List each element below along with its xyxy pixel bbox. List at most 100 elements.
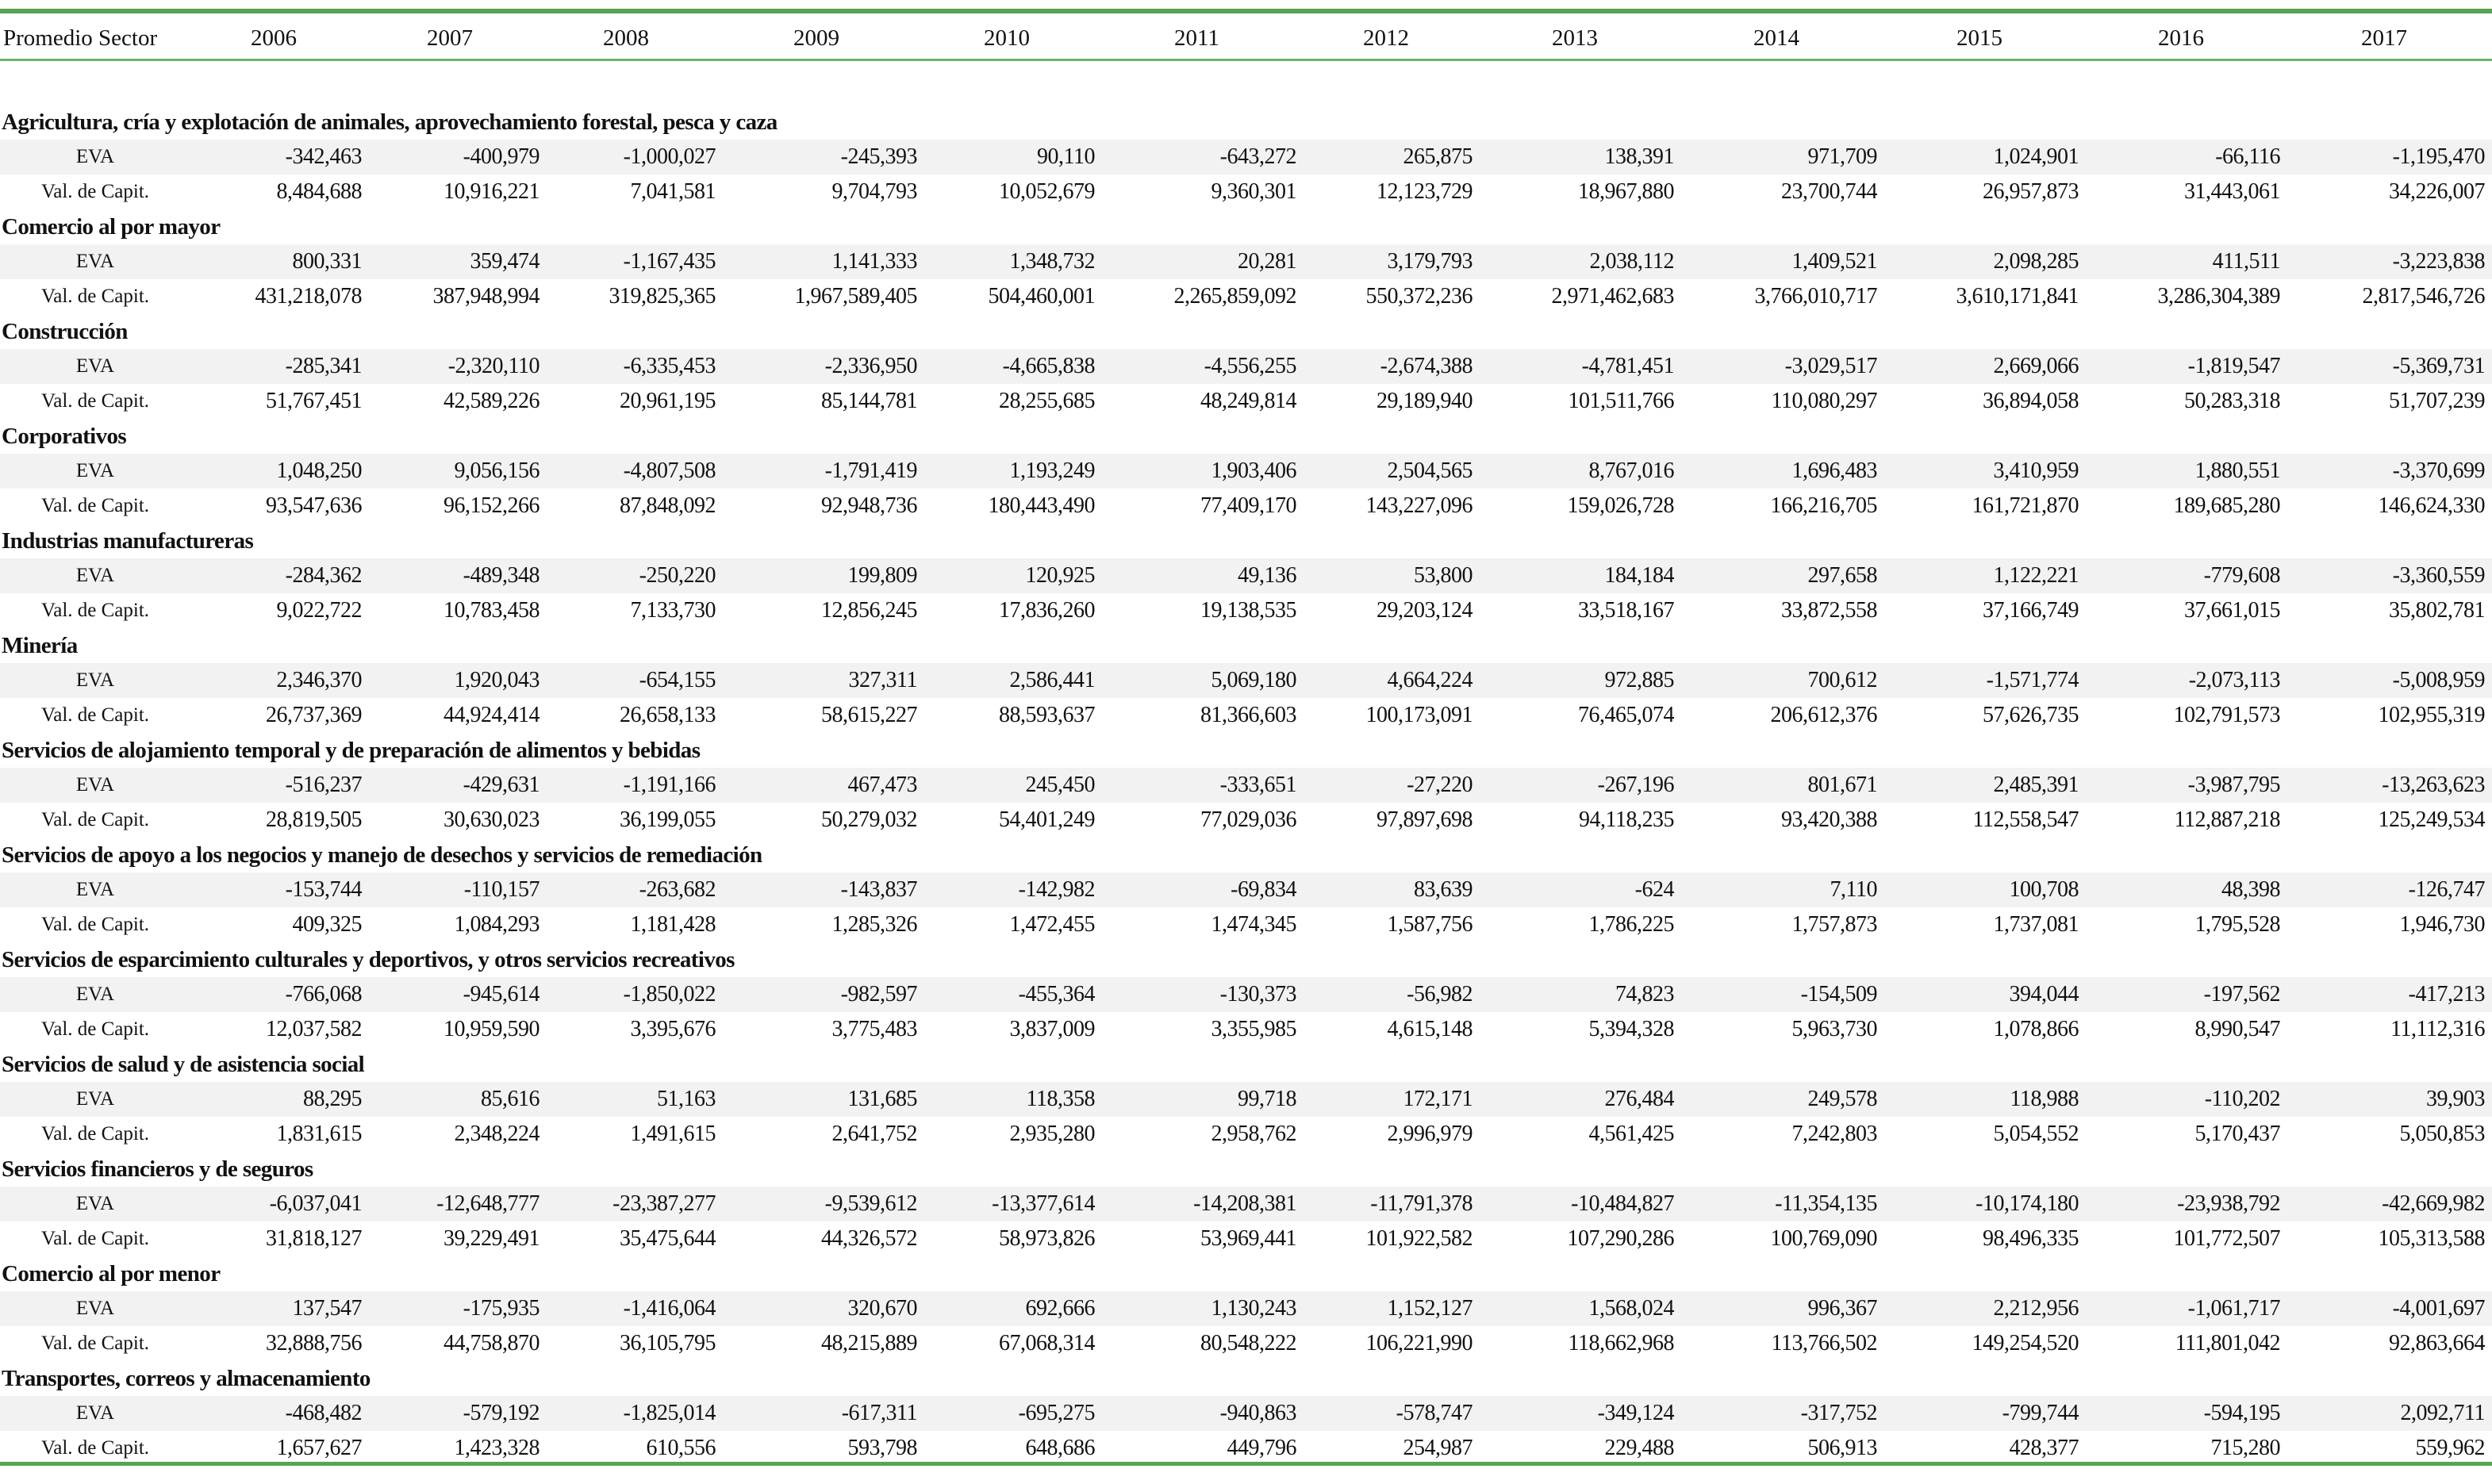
- value-cell: -594,195: [2203, 1401, 2281, 1425]
- value-cell: 1,880,551: [2194, 458, 2281, 483]
- value-cell: -4,556,255: [1204, 354, 1297, 378]
- value-cell: 2,485,391: [1993, 773, 2079, 797]
- value-cell: 8,767,016: [1588, 458, 1675, 483]
- value-cell: 801,671: [1807, 773, 1878, 797]
- value-cell: 9,704,793: [831, 179, 918, 204]
- value-cell: 105,313,588: [2378, 1226, 2486, 1251]
- value-cell: 18,967,880: [1578, 179, 1675, 204]
- value-cell: 11,112,316: [2390, 1017, 2485, 1041]
- value-cell: 1,568,024: [1588, 1296, 1675, 1321]
- value-cell: 118,358: [1026, 1087, 1096, 1111]
- value-cell: 2,996,979: [1387, 1122, 1473, 1146]
- row-label: Val. de Capit.: [40, 1333, 150, 1354]
- value-cell: 26,658,133: [620, 703, 716, 727]
- value-cell: -284,362: [285, 563, 363, 588]
- value-cell: 9,056,156: [454, 458, 540, 483]
- year-header-2014: 2014: [1753, 25, 1799, 51]
- value-cell: -2,336,950: [824, 354, 918, 378]
- row-label: EVA: [75, 774, 115, 796]
- value-cell: 118,988: [2010, 1087, 2079, 1111]
- sector-title-row: Servicios de esparcimiento culturales y …: [0, 942, 2492, 977]
- value-cell: -654,155: [639, 668, 716, 692]
- value-cell: 93,547,636: [266, 493, 363, 518]
- value-cell: 102,955,319: [2378, 703, 2486, 727]
- value-cell: -3,223,838: [2392, 249, 2486, 274]
- value-cell: 2,348,224: [454, 1122, 540, 1146]
- value-cell: 92,863,664: [2389, 1331, 2486, 1356]
- value-cell: -624: [1634, 877, 1675, 902]
- row-label: Val. de Capit.: [40, 390, 150, 412]
- value-cell: -2,073,113: [2188, 668, 2281, 692]
- row-label: Val. de Capit.: [40, 181, 150, 202]
- value-cell: 159,026,728: [1567, 493, 1675, 518]
- eva-row: EVA 800,331 359,474 -1,167,435 1,141,333 1,34…: [0, 244, 2492, 279]
- value-cell: -13,263,623: [2382, 773, 2485, 797]
- value-cell: 31,443,061: [2184, 179, 2281, 204]
- value-cell: -5,008,959: [2392, 668, 2486, 692]
- value-cell: 77,409,170: [1200, 493, 1297, 518]
- value-cell: 12,856,245: [821, 598, 918, 623]
- value-cell: 102,791,573: [2173, 703, 2281, 727]
- year-header-2012: 2012: [1363, 25, 1409, 51]
- value-cell: -10,484,827: [1571, 1191, 1674, 1216]
- sector-title: Transportes, correos y almacenamiento: [2, 1366, 371, 1391]
- value-cell: 131,685: [847, 1087, 918, 1111]
- year-header-2007: 2007: [427, 25, 473, 51]
- value-cell: -342,463: [285, 144, 363, 169]
- value-cell: 33,518,167: [1578, 598, 1675, 623]
- sector-title-row: Transportes, correos y almacenamiento: [0, 1361, 2492, 1396]
- value-cell: 297,658: [1807, 563, 1878, 588]
- value-cell: 19,138,535: [1200, 598, 1297, 623]
- capital-value-row: Val. de Capit. 9,022,722 10,783,458 7,133,7…: [0, 593, 2492, 628]
- value-cell: 113,766,502: [1771, 1331, 1878, 1356]
- value-cell: 51,163: [657, 1087, 716, 1111]
- value-cell: 99,718: [1238, 1087, 1297, 1111]
- sector-title: Corporativos: [2, 424, 127, 449]
- value-cell: 90,110: [1037, 144, 1095, 169]
- value-cell: 149,254,520: [1972, 1331, 2079, 1356]
- value-cell: -766,068: [285, 982, 363, 1007]
- value-cell: 254,987: [1403, 1436, 1473, 1460]
- value-cell: 12,123,729: [1377, 179, 1473, 204]
- value-cell: 409,325: [292, 912, 363, 937]
- value-cell: 3,775,483: [831, 1017, 918, 1041]
- year-header-2009: 2009: [793, 25, 839, 51]
- eva-row: EVA -6,037,041 -12,648,777 -23,387,277 -9,53…: [0, 1187, 2492, 1221]
- value-cell: 137,547: [292, 1296, 363, 1321]
- eva-row: EVA -516,237 -429,631 -1,191,166 467,473 245,…: [0, 768, 2492, 803]
- value-cell: 34,226,007: [2389, 179, 2486, 204]
- value-cell: 29,203,124: [1377, 598, 1473, 623]
- value-cell: -245,393: [840, 144, 918, 169]
- row-label: EVA: [75, 669, 115, 691]
- value-cell: 1,967,589,405: [794, 284, 918, 309]
- value-cell: -1,819,547: [2187, 354, 2281, 378]
- value-cell: 30,630,023: [443, 807, 540, 832]
- year-header-2016: 2016: [2158, 25, 2204, 51]
- value-cell: 4,664,224: [1387, 668, 1473, 692]
- value-cell: -643,272: [1219, 144, 1297, 169]
- value-cell: -940,863: [1219, 1401, 1297, 1425]
- eva-row: EVA -468,482 -579,192 -1,825,014 -617,311 -69…: [0, 1396, 2492, 1431]
- value-cell: 1,946,730: [2399, 912, 2486, 937]
- value-cell: -579,192: [463, 1401, 540, 1425]
- value-cell: 100,769,090: [1770, 1226, 1878, 1251]
- year-header-2006: 2006: [251, 25, 297, 51]
- row-label: EVA: [75, 565, 115, 586]
- value-cell: 26,957,873: [1983, 179, 2079, 204]
- sector-title-row: Servicios financieros y de seguros: [0, 1152, 2492, 1187]
- sector-title-row: Servicios de salud y de asistencia socia…: [0, 1047, 2492, 1082]
- value-cell: -695,275: [1018, 1401, 1096, 1425]
- value-cell: 1,786,225: [1588, 912, 1675, 937]
- row-label: EVA: [75, 1193, 115, 1214]
- row-label: Val. de Capit.: [40, 495, 150, 516]
- row-label: Val. de Capit.: [40, 1228, 150, 1249]
- eva-row: EVA 137,547 -175,935 -1,416,064 320,670 692,6…: [0, 1291, 2492, 1326]
- value-cell: -3,360,559: [2392, 563, 2486, 588]
- value-cell: 4,561,425: [1588, 1122, 1675, 1146]
- value-cell: -6,037,041: [269, 1191, 363, 1216]
- row-label: EVA: [75, 460, 115, 481]
- value-cell: 81,366,603: [1200, 703, 1297, 727]
- value-cell: 35,475,644: [620, 1226, 716, 1251]
- value-cell: 504,460,001: [988, 284, 1096, 309]
- eva-row: EVA 88,295 85,616 51,163 131,685 118,358 99,71…: [0, 1082, 2492, 1117]
